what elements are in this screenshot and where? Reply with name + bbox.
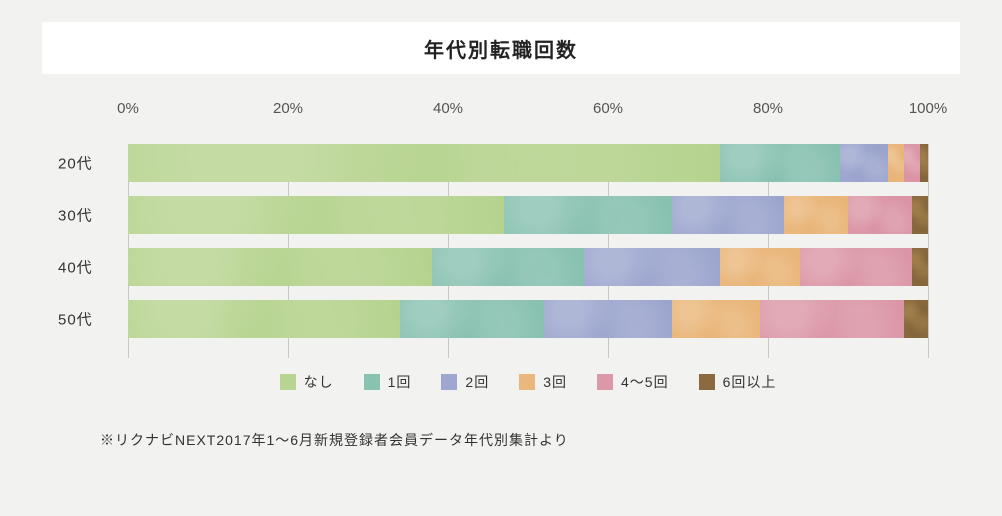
bar-segment [912,196,928,234]
legend-item: 4～5回 [597,372,669,392]
bar-segment [784,196,848,234]
bar-row: 20代 [128,144,928,182]
plot-area: 20代 30代 40代 50代 [128,144,928,358]
bar-segment [672,300,760,338]
bar-segment [888,144,904,182]
x-axis-tick: 60% [593,100,623,117]
bar-segment [840,144,888,182]
legend: なし 1回 2回 3回 4～5回 6回以上 [128,372,928,392]
legend-swatch [441,374,457,390]
bar-row: 40代 [128,248,928,286]
stacked-bar [128,196,928,234]
chart-area: 0%20%40%60%80%100% 20代30代40代50代 [128,100,928,358]
chart-title: 年代別転職回数 [424,34,578,63]
legend-label: 1回 [388,372,412,392]
legend-label: 4～5回 [621,372,669,392]
bar-segment [920,144,928,182]
bar-segment [400,300,544,338]
x-axis-tick: 20% [273,100,303,117]
footnote: ※リクナビNEXT2017年1～6月新規登録者会員データ年代別集計より [100,430,569,450]
legend-label: なし [304,372,334,392]
legend-label: 6回以上 [723,372,777,392]
gridline [928,144,929,358]
stacked-bar [128,300,928,338]
x-axis-tick: 40% [433,100,463,117]
bar-segment [544,300,672,338]
legend-swatch [364,374,380,390]
row-label: 50代 [58,309,93,330]
row-label: 30代 [58,205,93,226]
bar-segment [584,248,720,286]
legend-swatch [519,374,535,390]
legend-label: 3回 [543,372,567,392]
bar-segment [504,196,672,234]
legend-swatch [280,374,296,390]
bar-segment [128,196,504,234]
row-label: 20代 [58,153,93,174]
title-bar: 年代別転職回数 [42,22,960,74]
stacked-bar [128,144,928,182]
legend-item: 3回 [519,372,567,392]
bar-segment [128,300,400,338]
x-axis-tick: 0% [117,100,139,117]
bar-row: 30代 [128,196,928,234]
legend-item: なし [280,372,334,392]
bar-segment [432,248,584,286]
bar-segment [760,300,904,338]
bar-segment [128,144,720,182]
legend-item: 1回 [364,372,412,392]
row-label: 40代 [58,257,93,278]
legend-swatch [597,374,613,390]
chart-page: 年代別転職回数 0%20%40%60%80%100% 20代30代40代50代 … [0,0,1002,516]
bar-segment [904,300,928,338]
bar-segment [720,248,800,286]
bar-segment [912,248,928,286]
legend-item: 6回以上 [699,372,777,392]
bar-segment [848,196,912,234]
bar-segment [128,248,432,286]
bar-segment [720,144,840,182]
stacked-bar [128,248,928,286]
legend-label: 2回 [465,372,489,392]
bar-row: 50代 [128,300,928,338]
x-axis-tick: 80% [753,100,783,117]
legend-swatch [699,374,715,390]
x-axis: 0%20%40%60%80%100% [128,100,928,134]
x-axis-tick: 100% [909,100,947,117]
bar-segment [904,144,920,182]
legend-item: 2回 [441,372,489,392]
bar-segment [672,196,784,234]
bar-segment [800,248,912,286]
